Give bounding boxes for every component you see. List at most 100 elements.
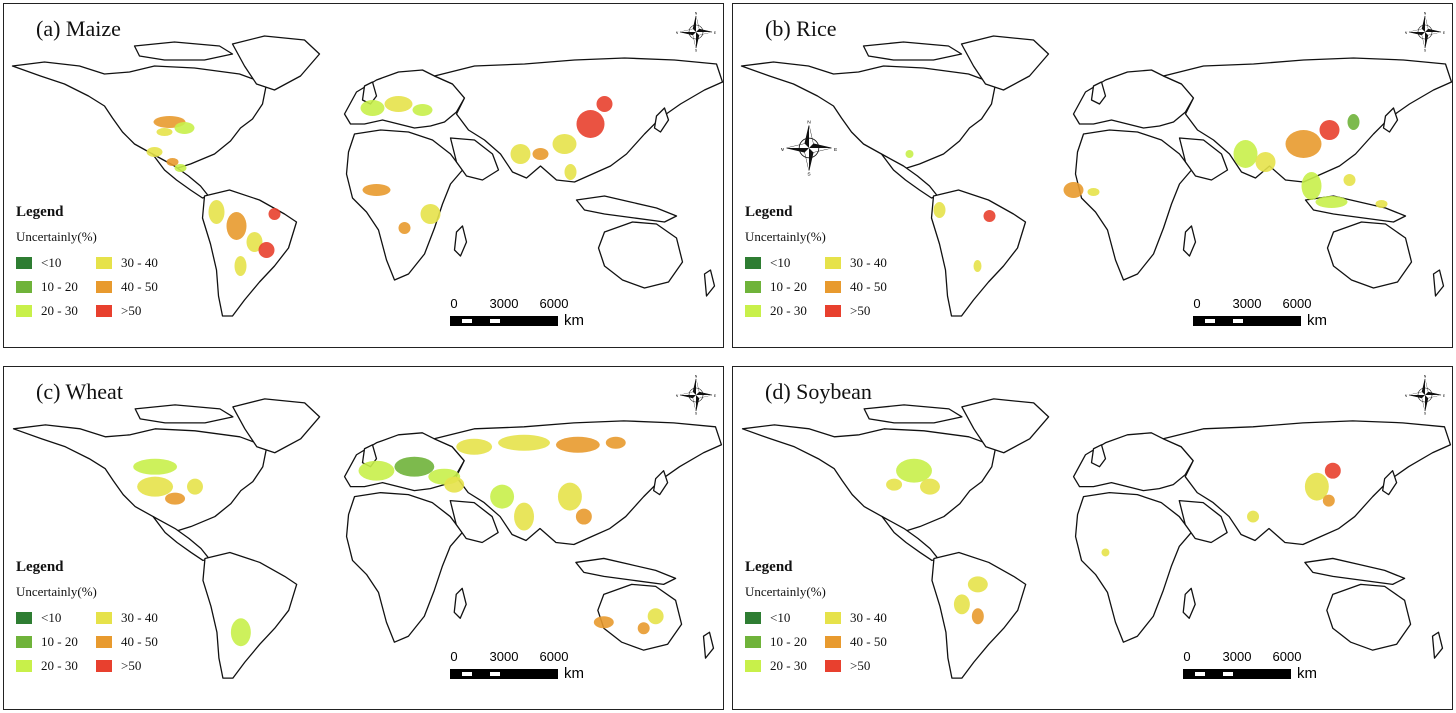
world-map [12,398,723,679]
world-map [740,35,1452,317]
north-arrow-icon: N S E W [675,375,717,420]
legend-label: 20 - 30 [770,658,807,673]
scale-bar: 0 3000 6000 km [450,649,584,689]
uncertainty-patch [1101,548,1110,557]
uncertainty-patch [208,200,225,224]
north-arrow-icon: N S E W [1404,12,1446,57]
legend-swatch [745,257,761,269]
uncertainty-patch [1304,472,1329,501]
north-arrow-icon: N S E W [675,12,717,57]
compass-label: E [1443,31,1445,35]
australia-outline [1326,583,1412,651]
panel-title: (b) Rice [765,16,837,41]
legend: Legend Uncertainly(%) <10 30 - 40 10 - 20 40 … [745,204,905,319]
compass-label: E [1443,394,1445,398]
uncertainty-patch [1347,114,1360,130]
legend-swatch [825,636,841,648]
north-arrow-icon: N S E W [1404,375,1446,420]
compass-label: W [1405,31,1408,35]
scale-bar: 0 3000 6000 km [1193,296,1327,336]
legend-swatch [825,257,841,269]
uncertainty-patch [1322,494,1335,507]
legend-swatch [96,305,112,317]
legend-item: 20 - 30 [745,658,825,674]
legend-title: Legend [745,204,793,220]
compass-label: N [1424,12,1427,16]
uk-outline [361,81,378,105]
compass-label: W [781,147,784,153]
uncertainty-patch [137,476,174,497]
legend-swatch [825,281,841,293]
uncertainty-patch [234,256,247,276]
uncertainty-patch [953,594,970,615]
japan-outline [653,107,670,133]
uncertainty-patch [1343,174,1356,186]
scale-tick-label: 0 [1183,649,1191,664]
legend: Legend Uncertainly(%) <10 30 - 40 10 - 20 40 … [745,559,905,674]
uncertainty-patch [174,164,187,172]
europe-outline [1072,432,1194,492]
legend-label: 40 - 50 [121,279,158,294]
legend-label: 40 - 50 [121,634,158,649]
arabia-outline [449,499,499,544]
uncertainty-patch [983,210,996,222]
africa-outline [1074,129,1193,281]
legend-item: 30 - 40 [825,255,905,271]
legend-swatch [745,660,761,672]
uncertainty-patch [647,608,664,625]
legend-label: 40 - 50 [850,634,887,649]
uncertainty-patch [593,616,614,629]
uncertainty-patch [555,436,600,453]
uncertainty-patch [510,144,531,164]
legend-label: 30 - 40 [850,255,887,270]
legend-label: 40 - 50 [850,279,887,294]
uncertainty-patch [971,608,984,625]
indonesia-outline [1304,557,1406,586]
legend-item: 40 - 50 [96,634,176,650]
scale-bar-graphic [450,669,558,679]
legend-item: <10 [16,255,96,271]
scale-tick-label: 6000 [539,296,569,311]
uncertainty-patch [1324,462,1341,479]
japan-outline [1382,470,1398,496]
legend-label: >50 [121,658,142,673]
scale-tick-label: 0 [450,649,458,664]
australia-outline [597,583,683,651]
legend-subtitle: Uncertainly(%) [16,229,97,244]
panel-soybean: (d) Soybean N S E W Legend Uncertainly(%) <10… [732,366,1453,710]
panel-maize: (a) Maize N S E W Legend Uncertainly(%) <10 30… [3,3,724,348]
greenland-outline [232,398,321,454]
compass-label: N [695,375,698,379]
legend-label: 10 - 20 [770,634,807,649]
legend-swatch [825,305,841,317]
legend-swatch [16,660,32,672]
north-america-outline [12,424,268,533]
legend-item: >50 [96,658,176,674]
indonesia-outline [575,195,678,223]
uncertainty-patch [358,460,395,481]
uncertainty-patch [268,208,281,220]
legend-item: 10 - 20 [745,279,825,295]
scale-unit: km [1307,312,1327,329]
compass-label: S [695,49,698,53]
legend-label: <10 [770,255,791,270]
africa-outline [345,491,463,643]
uncertainty-patch [246,232,263,252]
new-zealand-outline [1432,269,1445,297]
legend-swatch [16,257,32,269]
compass-label: S [695,412,698,416]
uncertainty-patch [605,436,626,449]
panel-rice: (b) Rice N S E W N S E W Legend Uncertainly(%) <… [732,3,1453,348]
uncertainty-patch [258,242,275,258]
legend-item: 40 - 50 [96,279,176,295]
legend-swatch [745,305,761,317]
north-america-outline [11,61,268,170]
madagascar-outline [453,225,468,257]
legend-swatch [96,636,112,648]
legend: Legend Uncertainly(%) <10 30 - 40 10 - 20 40 … [16,204,176,319]
compass-label: W [1405,394,1408,398]
scale-tick-label: 3000 [489,649,519,664]
uncertainty-patch [920,478,940,495]
legend-subtitle: Uncertainly(%) [745,584,826,599]
australia-outline [1326,221,1413,289]
